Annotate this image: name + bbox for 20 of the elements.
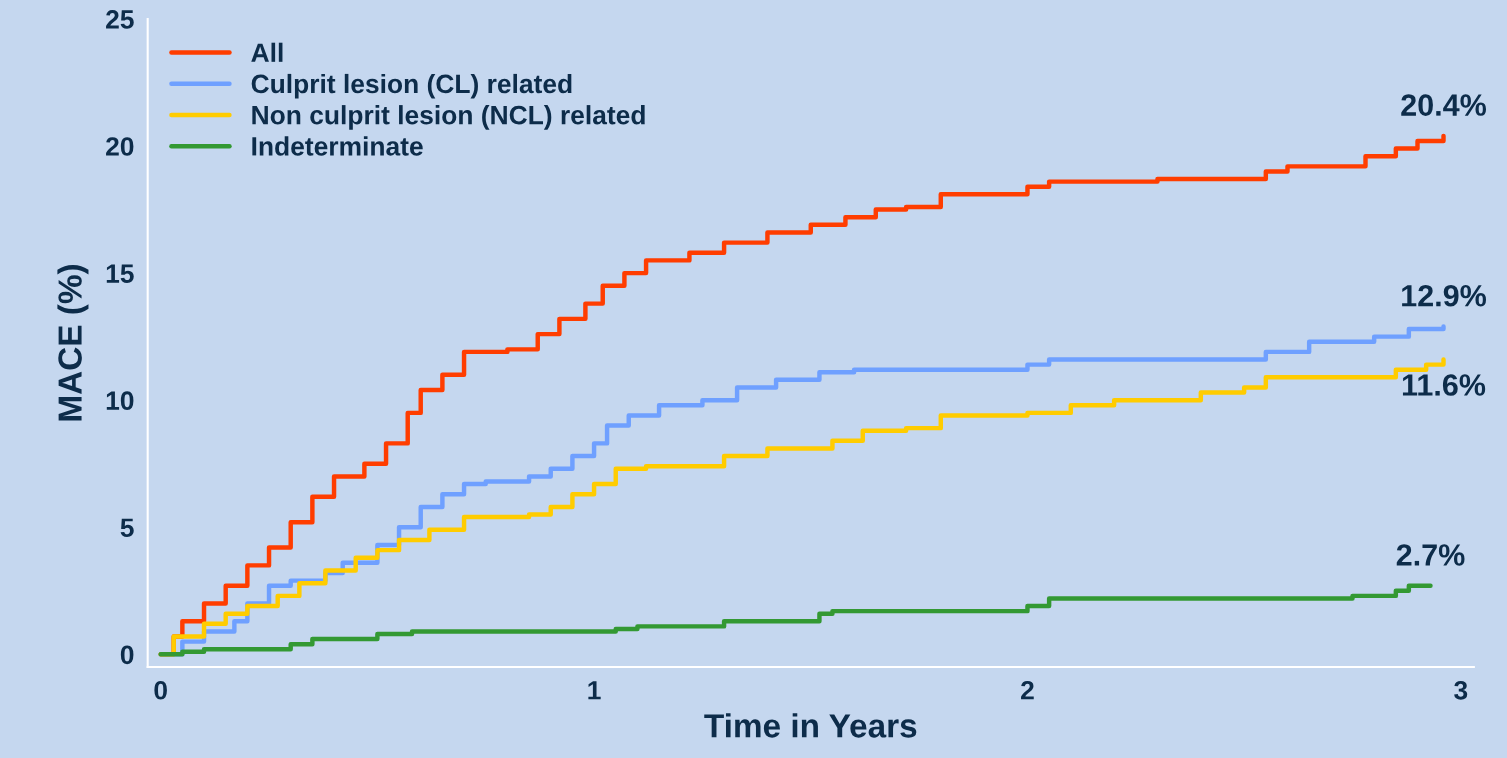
x-tick-label: 3: [1454, 680, 1468, 700]
y-tick-label: 15: [106, 264, 134, 283]
x-tick-label: 0: [154, 680, 167, 700]
x-tick-label: 1: [588, 681, 601, 700]
legend-label: Non culprit lesion (NCL) related: [252, 105, 645, 130]
y-tick-label: 0: [120, 645, 134, 665]
legend-label: Indeterminate: [252, 136, 423, 156]
y-tick-label: 10: [106, 391, 134, 410]
y-axis-title: MACE (%): [57, 265, 89, 421]
x-tick-label: 2: [1021, 680, 1034, 700]
x-axis-title: Time in Years: [704, 713, 917, 738]
annotation: 11.6%: [1402, 374, 1486, 396]
annotation: 12.9%: [1402, 284, 1487, 307]
y-tick-label: 20: [106, 137, 134, 156]
y-tick-label: 25: [106, 10, 134, 29]
y-tick-label: 5: [120, 518, 134, 538]
legend-label: All: [251, 42, 283, 62]
annotation: 20.4%: [1401, 94, 1487, 116]
legend-label: Culprit lesion (CL) related: [251, 73, 572, 99]
annotation: 2.7%: [1396, 544, 1465, 566]
